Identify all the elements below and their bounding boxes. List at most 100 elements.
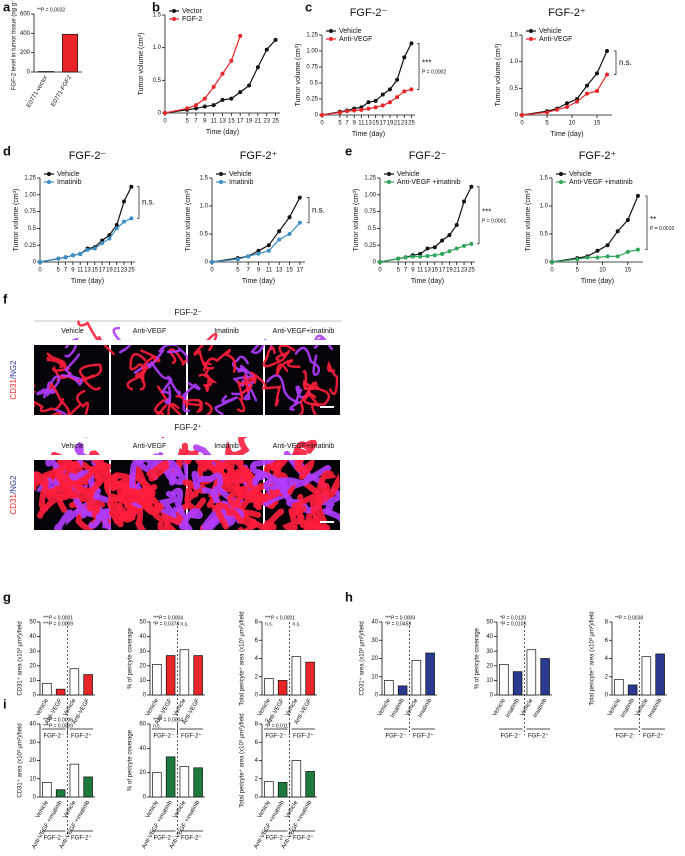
y-tick-label: 40 <box>486 634 493 640</box>
data-point <box>565 105 569 109</box>
y-axis-label: % of pericyte coverage <box>128 627 134 689</box>
y-tick-label: 200 <box>20 50 31 56</box>
legend-label: Vehicle <box>539 28 562 35</box>
y-tick-label: 600 <box>20 12 31 18</box>
legend-label: Imatinib <box>57 179 82 186</box>
series-line <box>380 244 471 262</box>
group-label: FGF-2⁻ <box>154 836 175 842</box>
bar <box>398 686 407 695</box>
series-line <box>165 36 240 113</box>
bar <box>56 790 65 797</box>
x-tick-label: 7 <box>345 121 349 127</box>
data-point <box>565 101 569 105</box>
data-point <box>71 253 75 257</box>
y-axis-label: CD31⁺ area (x10³ µm²)/field <box>17 621 24 695</box>
mask <box>34 455 342 460</box>
y-axis-label: % of pericyte coverage <box>475 627 481 689</box>
y-tick-label: 4 <box>255 758 259 764</box>
bar <box>180 767 189 797</box>
data-point <box>545 110 549 114</box>
bar <box>70 764 79 797</box>
legend-label: Vehicle <box>57 171 80 178</box>
data-point <box>267 249 271 253</box>
y-tick-label: 4 <box>255 656 259 662</box>
data-point <box>238 90 242 94</box>
data-point <box>396 257 400 261</box>
annotation: **P = 0.0038 <box>615 615 643 621</box>
data-point <box>93 247 97 251</box>
x-tick-label: 23 <box>461 268 468 274</box>
series-line <box>522 51 607 115</box>
legend-label: Vehicle <box>229 171 252 178</box>
y-tick-label: 20 <box>29 758 36 764</box>
x-tick-label: 7 <box>404 268 408 274</box>
y-tick-label: 0 <box>33 795 37 801</box>
legend-marker <box>559 180 563 184</box>
y-tick-label: 0.25 <box>364 243 376 249</box>
data-point <box>265 48 269 52</box>
stain-cd31: CD31 <box>9 494 18 515</box>
y-tick-label: 1.0 <box>153 45 162 51</box>
data-point <box>447 249 451 253</box>
data-point <box>585 92 589 96</box>
x-tick-label: 10 <box>599 268 606 274</box>
data-point <box>194 103 198 107</box>
x-tick-label: 5 <box>338 121 342 127</box>
legend-label: Vehicle <box>397 171 420 178</box>
y-tick-label: 1.25 <box>306 33 318 39</box>
data-point <box>575 257 579 261</box>
chart-title: FGF-2⁻ <box>409 150 447 162</box>
legend-marker <box>559 172 563 176</box>
y-tick-label: 0 <box>205 260 209 266</box>
x-tick-label: Anti-VEGF +imatinib <box>31 799 64 850</box>
bar <box>656 654 665 695</box>
y-axis-label: Total pericyte⁺ area (x10³ µm²)/field <box>589 611 596 705</box>
group-label: FGF-2⁻ <box>501 734 522 740</box>
y-tick-label: 0 <box>33 260 37 266</box>
bar <box>306 662 315 695</box>
data-point <box>277 229 281 233</box>
y-tick-label: 20 <box>486 663 493 669</box>
x-tick-label: 13 <box>276 268 283 274</box>
annotation: *P = 0.0117 <box>265 723 291 729</box>
y-tick-label: 40 <box>29 722 36 728</box>
y-tick-label: 0 <box>605 693 609 699</box>
mask <box>34 340 342 345</box>
y-tick-label: 40 <box>29 634 36 640</box>
data-point <box>381 93 385 97</box>
data-point <box>229 59 233 63</box>
bar <box>42 683 51 695</box>
stain-ng2: /NG2 <box>9 475 18 494</box>
y-axis-label: Tumor volume (cm³) <box>525 189 532 252</box>
x-tick-label: 19 <box>246 119 253 125</box>
y-tick-label: 1.0 <box>510 59 519 65</box>
legend-label: Imatinib <box>229 179 254 186</box>
stain-label: CD31/NG2 <box>9 475 18 515</box>
x-tick-label: 11 <box>77 268 84 274</box>
group-label: FGF-2⁻ <box>266 734 287 740</box>
y-tick-label: 40 <box>139 634 146 640</box>
data-point <box>129 216 133 220</box>
y-tick-label: 30 <box>29 649 36 655</box>
legend-label: Vehicle <box>569 171 592 178</box>
annotation: *** <box>422 58 431 67</box>
series-line <box>552 196 638 262</box>
data-point <box>56 257 60 261</box>
data-point <box>409 87 413 91</box>
x-tick-label: 15 <box>594 121 601 127</box>
x-tick-label: 19 <box>106 268 113 274</box>
y-tick-label: 1.00 <box>306 49 318 55</box>
chart-title: FGF-2⁻ <box>69 150 107 162</box>
annotation: n.s. <box>619 58 632 67</box>
data-point <box>163 111 167 115</box>
data-point <box>636 248 640 252</box>
bar <box>152 664 161 695</box>
group-label: FGF-2⁻ <box>386 734 407 740</box>
y-tick-label: 0 <box>143 693 147 699</box>
data-point <box>596 256 600 260</box>
panel-label: g <box>3 589 11 604</box>
annotation: n.s. <box>293 621 301 627</box>
bracket <box>477 187 479 244</box>
annotation: n.s. <box>181 621 189 627</box>
x-tick-label: 17 <box>296 268 303 274</box>
